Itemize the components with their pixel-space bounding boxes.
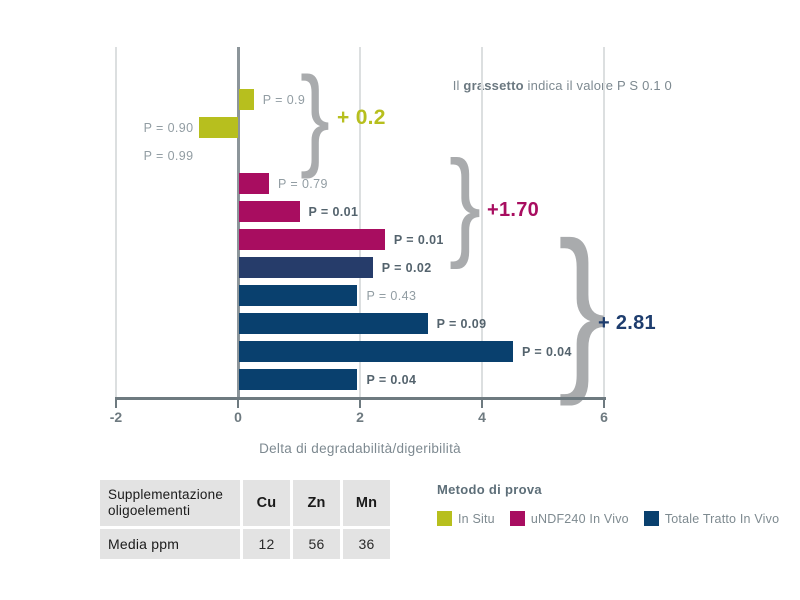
gridline-6: [603, 47, 605, 399]
legend-item-in-situ: In Situ: [437, 511, 495, 526]
p-value-label: P = 0.43: [366, 289, 417, 303]
x-axis-tick-mark: [359, 400, 361, 408]
bold-pvalue-note: Il grassetto indica il valore P S 0.1 0: [400, 78, 672, 93]
note-bold-word: grassetto: [463, 78, 524, 93]
group-brace-insitu: }: [300, 54, 330, 179]
legend: Metodo di prova In Situ uNDF240 In Vivo …: [437, 482, 779, 526]
chart-bar: [238, 201, 300, 222]
legend-swatch-icon: [437, 511, 452, 526]
chart-bar: [238, 89, 254, 110]
legend-items: In Situ uNDF240 In Vivo Totale Tratto In…: [437, 511, 779, 526]
table-header-zn: Zn: [293, 480, 340, 526]
x-axis-tick-mark: [481, 400, 483, 408]
x-axis-tick-label: 4: [478, 409, 486, 425]
p-value-label: P = 0.04: [366, 373, 417, 387]
gridline-minus2: [115, 47, 117, 399]
legend-swatch-icon: [643, 511, 659, 526]
plot-area: P = 0.9 P = 0.90 P = 0.99 P = 0.79 P = 0.01 P…: [115, 47, 605, 399]
legend-item-label: In Situ: [458, 511, 495, 526]
group-brace-totale: }: [558, 205, 607, 407]
p-value-label: P = 0.90: [143, 121, 194, 135]
p-value-label: P = 0.79: [278, 177, 328, 191]
x-axis-tick-label: -2: [109, 409, 123, 425]
chart-bar: [238, 229, 385, 250]
x-axis-title: Delta di degradabilità/digeribilità: [259, 441, 461, 456]
chart-bar: [238, 341, 513, 362]
table-header-mn: Mn: [343, 480, 390, 526]
legend-item-undf240: uNDF240 In Vivo: [509, 511, 629, 526]
gridline-2: [359, 47, 361, 399]
group-delta-undf240: +1.70: [487, 199, 540, 221]
p-value-label: P = 0.02: [381, 261, 432, 275]
x-axis-tick-mark: [237, 400, 239, 408]
p-value-label: P = 0.04: [522, 345, 572, 359]
p-value-label: P = 0.9: [262, 93, 306, 107]
note-pre: Il: [452, 78, 464, 93]
x-axis-tick-mark: [603, 400, 605, 408]
table-row-label: Media ppm: [100, 529, 240, 559]
legend-item-label: uNDF240 In Vivo: [530, 511, 629, 526]
chart-bar: [238, 257, 373, 278]
legend-swatch-icon: [509, 511, 525, 526]
group-brace-undf240: }: [449, 136, 482, 270]
note-post: indica il valore P S 0.1 0: [523, 78, 672, 93]
chart-bar: [238, 369, 358, 390]
legend-title: Metodo di prova: [437, 482, 542, 497]
x-axis-tick-label: 0: [234, 409, 242, 425]
gridline-4: [481, 47, 483, 399]
legend-item-label: Totale Tratto In Vivo: [664, 511, 780, 526]
x-axis-tick-label: 6: [600, 409, 608, 425]
table-value-mn: 36: [343, 529, 390, 559]
group-delta-totale: + 2.81: [598, 312, 656, 334]
table-value-cu: 12: [243, 529, 290, 559]
p-value-label: P = 0.99: [143, 149, 194, 163]
table-header-supplementazione: Supplementazione oligoelementi: [100, 480, 240, 526]
chart-bar: [238, 313, 428, 334]
table-header-cu: Cu: [243, 480, 290, 526]
legend-item-totale: Totale Tratto In Vivo: [643, 511, 780, 526]
chart-bar: [238, 173, 269, 194]
chart-bar: [198, 117, 239, 138]
zero-axis-line: [237, 47, 240, 399]
p-value-label: P = 0.01: [308, 205, 359, 219]
p-value-label: P = 0.01: [393, 233, 444, 247]
chart-bar: [238, 285, 358, 306]
group-delta-insitu: + 0.2: [337, 106, 386, 129]
x-axis-tick-label: 2: [356, 409, 364, 425]
x-axis-tick-mark: [115, 400, 117, 408]
x-axis-line: [115, 397, 606, 400]
table-value-zn: 56: [293, 529, 340, 559]
p-value-label: P = 0.09: [436, 317, 487, 331]
supplementation-table: Supplementazione oligoelementi Cu Zn Mn …: [100, 480, 390, 559]
